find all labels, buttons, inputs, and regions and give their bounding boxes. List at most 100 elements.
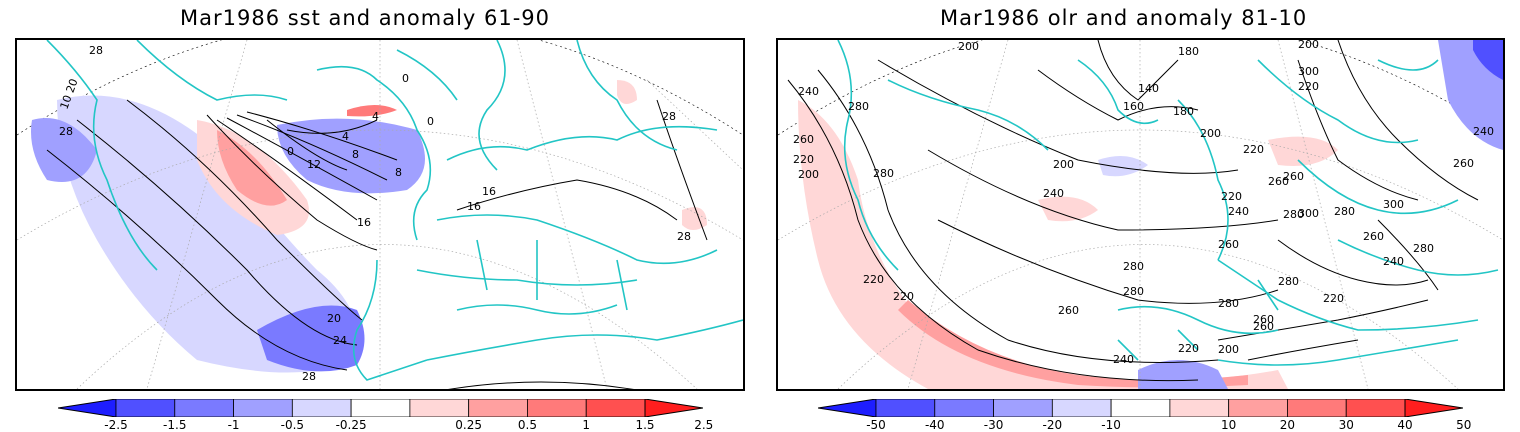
svg-text:0: 0	[287, 145, 294, 158]
anomaly-negative-north	[277, 118, 425, 194]
right-map-svg: 200 180 200 180 140 160 240 280 260 220 …	[778, 40, 1503, 389]
svg-text:0: 0	[427, 115, 434, 128]
left-colorbar	[58, 399, 703, 417]
olr-negative-centre	[1098, 156, 1148, 177]
svg-text:260: 260	[1268, 175, 1289, 188]
svg-text:260: 260	[1058, 304, 1079, 317]
svg-text:300: 300	[1298, 65, 1319, 78]
anomaly-negative-westatl	[31, 118, 97, 182]
svg-text:220: 220	[1323, 292, 1344, 305]
svg-text:300: 300	[1298, 207, 1319, 220]
colorbar-box	[1169, 399, 1230, 417]
olr-contour-labels: 200 180 200 180 140 160 240 280 260 220 …	[793, 40, 1494, 366]
colorbar-box	[1110, 399, 1171, 417]
svg-text:260: 260	[1218, 238, 1239, 251]
colorbar-tick-label: 0.5	[517, 418, 537, 432]
colorbar-tick-label: 10	[1221, 418, 1237, 432]
colorbar-box	[1345, 399, 1406, 417]
svg-text:24: 24	[333, 334, 347, 347]
colorbar-tick-label: 0.25	[455, 418, 483, 432]
svg-text:220: 220	[1298, 80, 1319, 93]
svg-text:240: 240	[798, 85, 819, 98]
svg-text:16: 16	[357, 216, 371, 229]
colorbar-min-arrow	[818, 399, 877, 417]
colorbar-box	[993, 399, 1053, 417]
olr-contours	[787, 40, 1479, 382]
colorbar-tick-label: -40	[924, 418, 945, 432]
colorbar-box	[350, 399, 411, 417]
left-map-svg: 28 10 20 28 4 0 0 4 0 8 12 8 16 16 16 20…	[17, 40, 743, 389]
svg-text:200: 200	[958, 40, 979, 53]
colorbar-box	[291, 399, 352, 417]
svg-text:200: 200	[1218, 343, 1239, 356]
svg-text:200: 200	[1298, 40, 1319, 51]
svg-text:260: 260	[1363, 230, 1384, 243]
svg-text:280: 280	[1334, 205, 1355, 218]
colorbar-max-arrow	[1404, 399, 1463, 417]
olr-negative-ne-core	[1473, 40, 1503, 80]
svg-text:240: 240	[1113, 353, 1134, 366]
svg-text:28: 28	[89, 44, 103, 57]
anomaly-positive-north	[347, 105, 397, 117]
svg-text:180: 180	[1173, 105, 1194, 118]
olr-positive-west	[798, 100, 1288, 389]
svg-text:16: 16	[467, 200, 481, 213]
left-map: 28 10 20 28 4 0 0 4 0 8 12 8 16 16 16 20…	[15, 38, 745, 391]
svg-text:180: 180	[1178, 45, 1199, 58]
svg-text:280: 280	[1123, 285, 1144, 298]
colorbar-tick-label: -10	[1101, 418, 1121, 432]
colorbar-tick-label: 50	[1456, 418, 1472, 432]
olr-negative-bottom	[1138, 360, 1228, 389]
colorbar-tick-label: 1	[582, 418, 591, 432]
left-panel-title: Mar1986 sst and anomaly 61-90	[180, 6, 551, 30]
colorbar-tick-label: -30	[983, 418, 1004, 432]
svg-text:220: 220	[1221, 190, 1242, 203]
colorbar-tick-label: 40	[1397, 418, 1413, 432]
svg-text:200: 200	[1200, 127, 1221, 140]
svg-text:4: 4	[342, 130, 349, 143]
colorbar-box	[468, 399, 528, 417]
colorbar-tick-label: 1.5	[635, 418, 655, 432]
svg-text:8: 8	[352, 148, 359, 161]
coastlines	[46, 40, 743, 381]
colorbar-tick-label: 2.5	[694, 418, 714, 432]
svg-text:4: 4	[372, 110, 379, 123]
colorbar-tick-label: -0.25	[335, 418, 367, 432]
graticule	[17, 40, 743, 389]
svg-text:220: 220	[1243, 143, 1264, 156]
anomaly-positive-2	[217, 130, 287, 206]
colorbar-tick-label: -2.5	[104, 418, 128, 432]
svg-text:160: 160	[1123, 100, 1144, 113]
svg-text:240: 240	[1473, 125, 1494, 138]
svg-text:16: 16	[482, 185, 496, 198]
svg-text:280: 280	[1413, 242, 1434, 255]
svg-text:280: 280	[1278, 275, 1299, 288]
svg-text:280: 280	[848, 100, 869, 113]
colorbar-tick-label: -50	[866, 418, 886, 432]
svg-text:280: 280	[873, 167, 894, 180]
colorbar-tick-label: -1	[227, 418, 240, 432]
svg-text:220: 220	[893, 290, 914, 303]
svg-text:260: 260	[1253, 320, 1274, 333]
colorbar-tick-label: 30	[1338, 418, 1354, 432]
svg-text:140: 140	[1138, 82, 1159, 95]
right-map: 200 180 200 180 140 160 240 280 260 220 …	[776, 38, 1505, 391]
svg-text:200: 200	[798, 168, 819, 181]
svg-text:220: 220	[1178, 342, 1199, 355]
colorbar-box	[875, 399, 936, 417]
svg-text:240: 240	[1228, 205, 1249, 218]
svg-text:280: 280	[1283, 208, 1304, 221]
svg-text:200: 200	[1053, 158, 1074, 171]
coastlines	[837, 40, 1499, 366]
colorbar-box	[233, 399, 293, 417]
svg-text:220: 220	[793, 153, 814, 166]
colorbar-box	[174, 399, 234, 417]
svg-text:220: 220	[863, 273, 884, 286]
svg-text:260: 260	[1283, 170, 1304, 183]
colorbar-box	[1287, 399, 1347, 417]
svg-text:28: 28	[302, 370, 316, 383]
anomaly-negative-iberia	[257, 305, 365, 372]
colorbar-tick-label: -1.5	[163, 418, 187, 432]
colorbar-max-arrow	[644, 399, 703, 417]
svg-text:28: 28	[677, 230, 691, 243]
